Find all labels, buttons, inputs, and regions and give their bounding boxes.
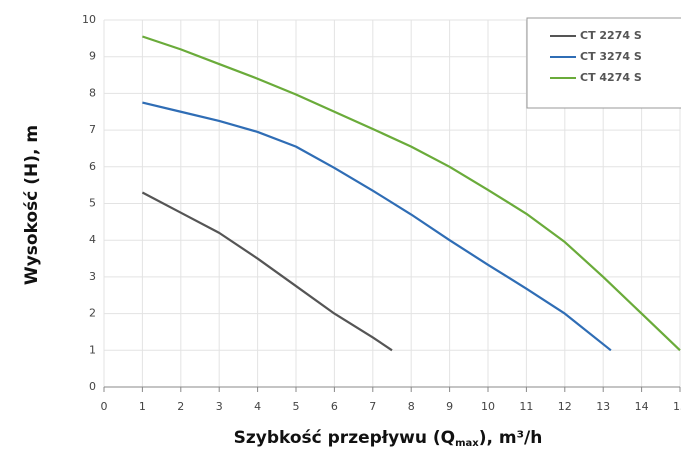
- y-tick-label: 10: [82, 13, 96, 26]
- legend-box: [526, 17, 681, 109]
- x-tick-label: 13: [596, 400, 610, 413]
- y-tick-label: 0: [89, 380, 96, 393]
- y-tick-label: 2: [89, 307, 96, 320]
- x-label-part: ), m³/h: [479, 428, 543, 448]
- y-tick-label: 5: [89, 197, 96, 210]
- x-tick-label: 8: [408, 400, 415, 413]
- legend-label: CT 3274 S: [580, 50, 642, 63]
- y-tick-label: 3: [89, 270, 96, 283]
- legend-label: CT 4274 S: [580, 71, 642, 84]
- series-line: [142, 35, 681, 352]
- x-axis-label: Szybkość przepływu (Qmax), m³/h: [234, 428, 543, 449]
- series-line: [141, 191, 393, 352]
- x-label-sub: max: [455, 438, 479, 449]
- x-tick-label: 15: [673, 400, 681, 413]
- x-tick-label: 6: [331, 400, 338, 413]
- x-tick-label: 1: [139, 400, 146, 413]
- x-tick-label: 3: [216, 400, 223, 413]
- x-tick-label: 9: [446, 400, 453, 413]
- y-tick-label: 8: [89, 86, 96, 99]
- y-tick-label: 1: [89, 343, 96, 356]
- y-tick-label: 9: [89, 50, 96, 63]
- x-tick-label: 7: [369, 400, 376, 413]
- x-tick-label: 10: [481, 400, 495, 413]
- x-tick-label: 14: [635, 400, 649, 413]
- x-tick-label: 0: [101, 400, 108, 413]
- x-tick-label: 11: [519, 400, 533, 413]
- x-tick-label: 4: [254, 400, 261, 413]
- legend-label: CT 2274 S: [580, 29, 642, 42]
- y-tick-label: 7: [89, 123, 96, 136]
- y-tick-label: 6: [89, 160, 96, 173]
- y-tick-label: 4: [89, 233, 96, 246]
- x-tick-label: 2: [177, 400, 184, 413]
- series-line: [142, 101, 612, 352]
- legend: CT 2274 S CT 3274 S CT 4274 S: [526, 17, 681, 109]
- x-label-part: Szybkość przepływu (Q: [234, 428, 456, 448]
- x-tick-label: 5: [293, 400, 300, 413]
- y-axis-label: Wysokość (H), m: [22, 125, 42, 285]
- x-tick-label: 12: [558, 400, 572, 413]
